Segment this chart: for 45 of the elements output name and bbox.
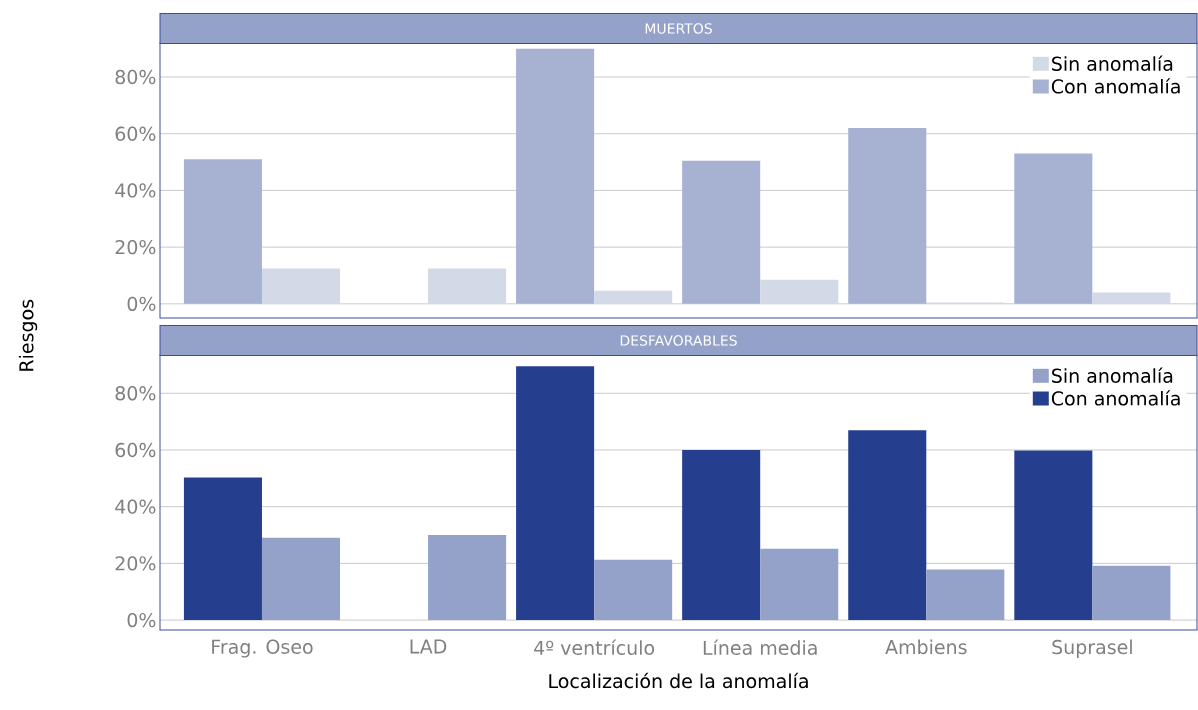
y-tick-label: 40% [115,499,156,514]
bar [926,569,1005,621]
bar [848,128,927,304]
x-tick-label: LAD [410,639,447,654]
x-tick-label: Ambiens [885,639,967,655]
x-tick-label: 4º ventrículo [534,639,655,655]
y-tick-label: 40% [115,183,156,198]
legend-label: Con anomalía [1051,390,1180,406]
bar [682,449,761,621]
y-axis-title: Riesgos [18,299,38,371]
x-tick-label: Línea media [703,639,817,655]
bar [261,268,341,304]
y-tick-label: 0% [127,612,156,628]
x-tick-label: Suprasel [1052,639,1132,658]
bar [428,268,507,304]
bar [428,535,507,621]
y-tick-label: 60% [115,126,156,141]
bar [261,537,341,621]
y-tick-label: 80% [115,69,156,85]
chart-title: DESFAVORABLES [620,335,737,346]
x-axis-title: Localización de la anomalía [549,672,808,689]
bar [1092,565,1171,621]
bar [1014,450,1093,621]
legend-label: Sin anomalía [1052,55,1173,71]
bar [183,477,262,621]
y-tick-label: 20% [115,556,156,571]
bar [594,290,673,304]
y-tick-label: 20% [115,239,156,255]
legend-label: Sin anomalía [1052,367,1173,383]
y-tick-label: 80% [115,386,156,401]
bar [594,559,673,621]
bar [682,160,761,304]
y-tick-label: 0% [127,296,156,312]
bar [848,430,927,621]
x-tick-label: Frag. Oseo [212,639,313,658]
bar [760,279,839,304]
y-tick-label: 60% [115,442,156,458]
bar [183,159,262,304]
bar [760,548,839,621]
bar [516,48,595,304]
bar [1092,292,1171,304]
bar [516,366,595,621]
legend-label: Con anomalía [1051,78,1180,94]
chart-title: MUERTOS [645,23,712,34]
bar [1014,153,1093,304]
